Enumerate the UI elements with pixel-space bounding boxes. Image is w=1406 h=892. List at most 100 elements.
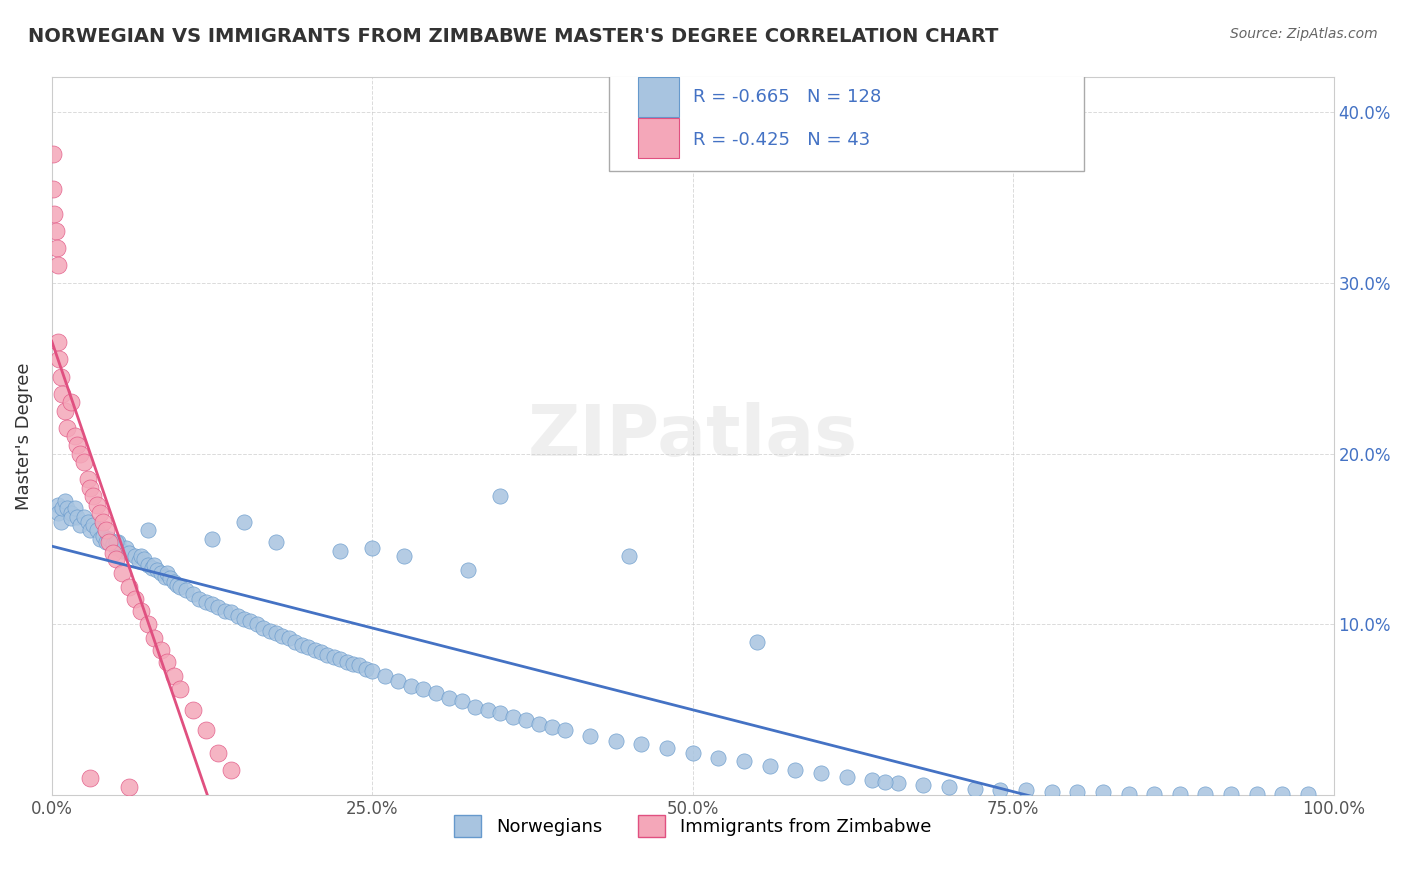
Point	[277, 631, 299, 645]
Point	[336, 655, 359, 669]
Bar	[637, 119, 679, 158]
Point	[143, 558, 166, 572]
Point	[149, 643, 172, 657]
Point	[156, 566, 179, 581]
Point	[682, 746, 704, 760]
Point	[387, 673, 409, 688]
Point	[59, 395, 82, 409]
Point	[98, 535, 121, 549]
Point	[271, 629, 294, 643]
Point	[91, 515, 114, 529]
Point	[489, 706, 512, 721]
Point	[374, 669, 396, 683]
Point	[207, 746, 229, 760]
Point	[233, 515, 256, 529]
Point	[540, 720, 562, 734]
Point	[51, 501, 73, 516]
Point	[399, 679, 422, 693]
Point	[53, 404, 76, 418]
Point	[758, 759, 780, 773]
Point	[136, 617, 159, 632]
Point	[860, 772, 883, 787]
Point	[309, 645, 332, 659]
Point	[349, 658, 371, 673]
Text: NORWEGIAN VS IMMIGRANTS FROM ZIMBABWE MASTER'S DEGREE CORRELATION CHART: NORWEGIAN VS IMMIGRANTS FROM ZIMBABWE MA…	[28, 27, 998, 45]
Point	[938, 780, 960, 794]
Point	[104, 535, 127, 549]
Point	[136, 558, 159, 572]
Point	[188, 591, 211, 606]
Point	[42, 147, 65, 161]
Point	[477, 703, 499, 717]
Point	[76, 472, 98, 486]
Point	[394, 549, 416, 563]
Point	[1118, 787, 1140, 801]
Point	[1066, 785, 1088, 799]
Point	[322, 649, 344, 664]
Point	[115, 541, 138, 555]
Point	[66, 438, 89, 452]
Point	[149, 566, 172, 581]
Point	[963, 781, 986, 796]
Point	[49, 369, 72, 384]
Point	[131, 549, 153, 563]
Point	[69, 518, 91, 533]
Point	[143, 631, 166, 645]
Point	[79, 481, 101, 495]
Point	[329, 651, 352, 665]
Text: ZIPatlas: ZIPatlas	[527, 402, 858, 471]
Point	[297, 640, 319, 654]
Point	[1220, 787, 1243, 801]
Point	[98, 532, 121, 546]
Point	[73, 509, 96, 524]
Point	[124, 591, 146, 606]
Point	[46, 506, 69, 520]
Point	[502, 710, 524, 724]
Point	[118, 546, 141, 560]
Point	[579, 729, 602, 743]
Point	[181, 587, 204, 601]
Point	[284, 634, 307, 648]
Point	[82, 489, 104, 503]
Point	[316, 648, 339, 663]
Point	[111, 544, 134, 558]
Point	[810, 766, 832, 780]
Point	[59, 511, 82, 525]
Point	[59, 506, 82, 520]
Point	[226, 608, 249, 623]
Point	[103, 546, 125, 560]
Point	[79, 524, 101, 538]
Point	[181, 703, 204, 717]
Point	[136, 524, 159, 538]
Point	[46, 259, 69, 273]
Point	[169, 682, 191, 697]
Point	[291, 638, 314, 652]
Point	[361, 541, 384, 555]
Point	[128, 554, 150, 568]
Point	[207, 600, 229, 615]
Point	[201, 597, 224, 611]
Point	[553, 723, 575, 738]
Point	[56, 421, 79, 435]
Point	[785, 763, 807, 777]
Point	[304, 643, 326, 657]
Point	[79, 772, 101, 786]
Point	[630, 737, 652, 751]
Point	[124, 549, 146, 563]
Point	[86, 498, 108, 512]
Point	[44, 207, 66, 221]
Point	[46, 335, 69, 350]
Point	[104, 552, 127, 566]
Point	[94, 524, 117, 538]
Point	[887, 776, 910, 790]
Point	[131, 604, 153, 618]
Point	[835, 770, 858, 784]
FancyBboxPatch shape	[609, 56, 1084, 170]
Point	[194, 595, 217, 609]
Point	[1015, 783, 1038, 797]
Point	[82, 518, 104, 533]
Point	[89, 506, 111, 520]
Point	[515, 713, 537, 727]
Point	[1246, 787, 1268, 801]
Point	[873, 774, 896, 789]
